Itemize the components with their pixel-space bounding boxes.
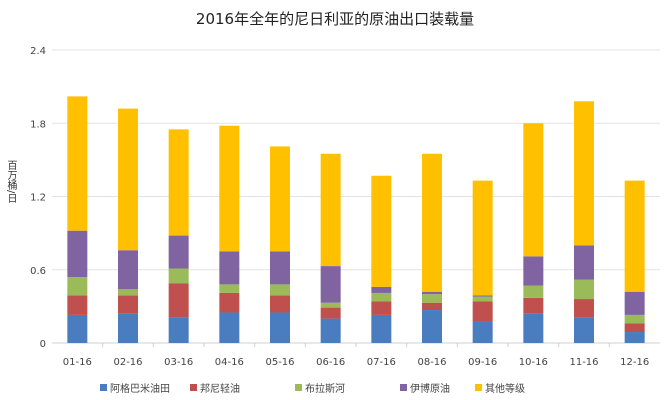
legend-swatch — [475, 384, 482, 391]
y-axis-label: 百万桶/日 — [5, 160, 16, 204]
x-tick-label: 02-16 — [113, 357, 142, 368]
bar-segment — [371, 292, 392, 302]
bar-segment — [371, 314, 392, 343]
bar-segment — [472, 321, 493, 343]
legend-label: 邦尼轻油 — [200, 384, 240, 395]
bar-segment — [371, 175, 392, 287]
bar-segment — [523, 297, 544, 314]
bar-segment — [67, 295, 88, 315]
bar-segment — [574, 279, 594, 300]
bar-segment — [422, 310, 442, 343]
bar-segment — [523, 256, 544, 286]
bar-segment — [624, 180, 645, 292]
bar-segment — [219, 284, 240, 293]
y-tick-label: 1.2 — [30, 193, 46, 204]
legend-item: 布拉斯河 — [295, 380, 345, 395]
bar-segment — [67, 277, 88, 296]
bar-segment — [574, 245, 594, 280]
y-tick-label: 1.8 — [30, 119, 46, 130]
bar-segment — [624, 332, 645, 343]
legend-label: 布拉斯河 — [305, 384, 345, 395]
y-tick-label: 0.6 — [30, 266, 46, 277]
bar-segment — [67, 230, 88, 278]
bar-segment — [422, 302, 442, 311]
bar-segment — [472, 296, 493, 302]
bar-segment — [320, 318, 341, 343]
bar-segment — [270, 146, 290, 252]
bar-segment — [320, 153, 341, 267]
bar-segment — [118, 250, 138, 290]
bar-segment — [118, 295, 138, 314]
bar-segment — [270, 312, 290, 343]
bar-segment — [422, 291, 442, 295]
legend-label: 其他等级 — [485, 384, 525, 395]
bar-segment — [320, 302, 341, 308]
x-tick-label: 11-16 — [569, 357, 598, 368]
bar-segment — [472, 295, 493, 297]
bar-segment — [422, 294, 442, 303]
bar-segment — [320, 307, 341, 319]
bar-segment — [472, 180, 493, 296]
x-tick-label: 06-16 — [316, 357, 345, 368]
legend-label: 阿格巴米油田 — [110, 384, 170, 395]
bar-segment — [270, 284, 290, 296]
bar-segment — [168, 283, 189, 318]
bar-segment — [168, 317, 189, 343]
bar-segment — [574, 101, 594, 246]
bar-segment — [472, 301, 493, 322]
x-tick-label: 03-16 — [164, 357, 193, 368]
x-tick-label: 04-16 — [215, 357, 244, 368]
bar-segment — [523, 285, 544, 298]
legend-swatch — [190, 384, 197, 391]
bar-segment — [624, 291, 645, 315]
legend-item: 邦尼轻油 — [190, 380, 240, 395]
bar-segment — [168, 235, 189, 269]
legend-label: 伊博原油 — [410, 384, 450, 395]
bar-segment — [371, 286, 392, 293]
bar-segment — [371, 301, 392, 315]
bar-segment — [219, 251, 240, 285]
x-tick-label: 01-16 — [63, 357, 92, 368]
bar-segment — [270, 295, 290, 313]
bar-segment — [422, 153, 442, 292]
bar-segment — [219, 312, 240, 343]
bar-segment — [67, 96, 88, 231]
bar-segment — [118, 313, 138, 343]
legend-swatch — [295, 384, 302, 391]
bar-segment — [219, 292, 240, 313]
bar-segment — [270, 251, 290, 285]
bar-segment — [118, 108, 138, 251]
legend-swatch — [400, 384, 407, 391]
bar-segment — [219, 125, 240, 252]
y-tick-label: 2.4 — [30, 46, 46, 57]
bar-segment — [574, 317, 594, 343]
x-tick-label: 10-16 — [519, 357, 548, 368]
bar-segment — [523, 313, 544, 343]
y-tick-label: 0 — [40, 339, 46, 350]
bar-segment — [118, 289, 138, 296]
x-tick-label: 05-16 — [265, 357, 294, 368]
bar-segment — [168, 129, 189, 236]
x-tick-label: 12-16 — [620, 357, 649, 368]
legend-swatch — [100, 384, 107, 391]
bar-segment — [523, 123, 544, 257]
x-tick-label: 07-16 — [367, 357, 396, 368]
legend-item: 其他等级 — [475, 380, 525, 395]
chart-title: 2016年全年的尼日利亚的原油出口装载量 — [195, 10, 475, 28]
bar-segment — [624, 314, 645, 324]
legend-item: 阿格巴米油田 — [100, 380, 170, 395]
bar-segment — [320, 266, 341, 303]
bar-segment — [67, 314, 88, 343]
bar-segment — [624, 323, 645, 333]
x-tick-label: 09-16 — [468, 357, 497, 368]
bar-segment — [574, 299, 594, 318]
x-tick-label: 08-16 — [417, 357, 446, 368]
bar-segment — [168, 268, 189, 284]
legend-item: 伊博原油 — [400, 380, 450, 395]
